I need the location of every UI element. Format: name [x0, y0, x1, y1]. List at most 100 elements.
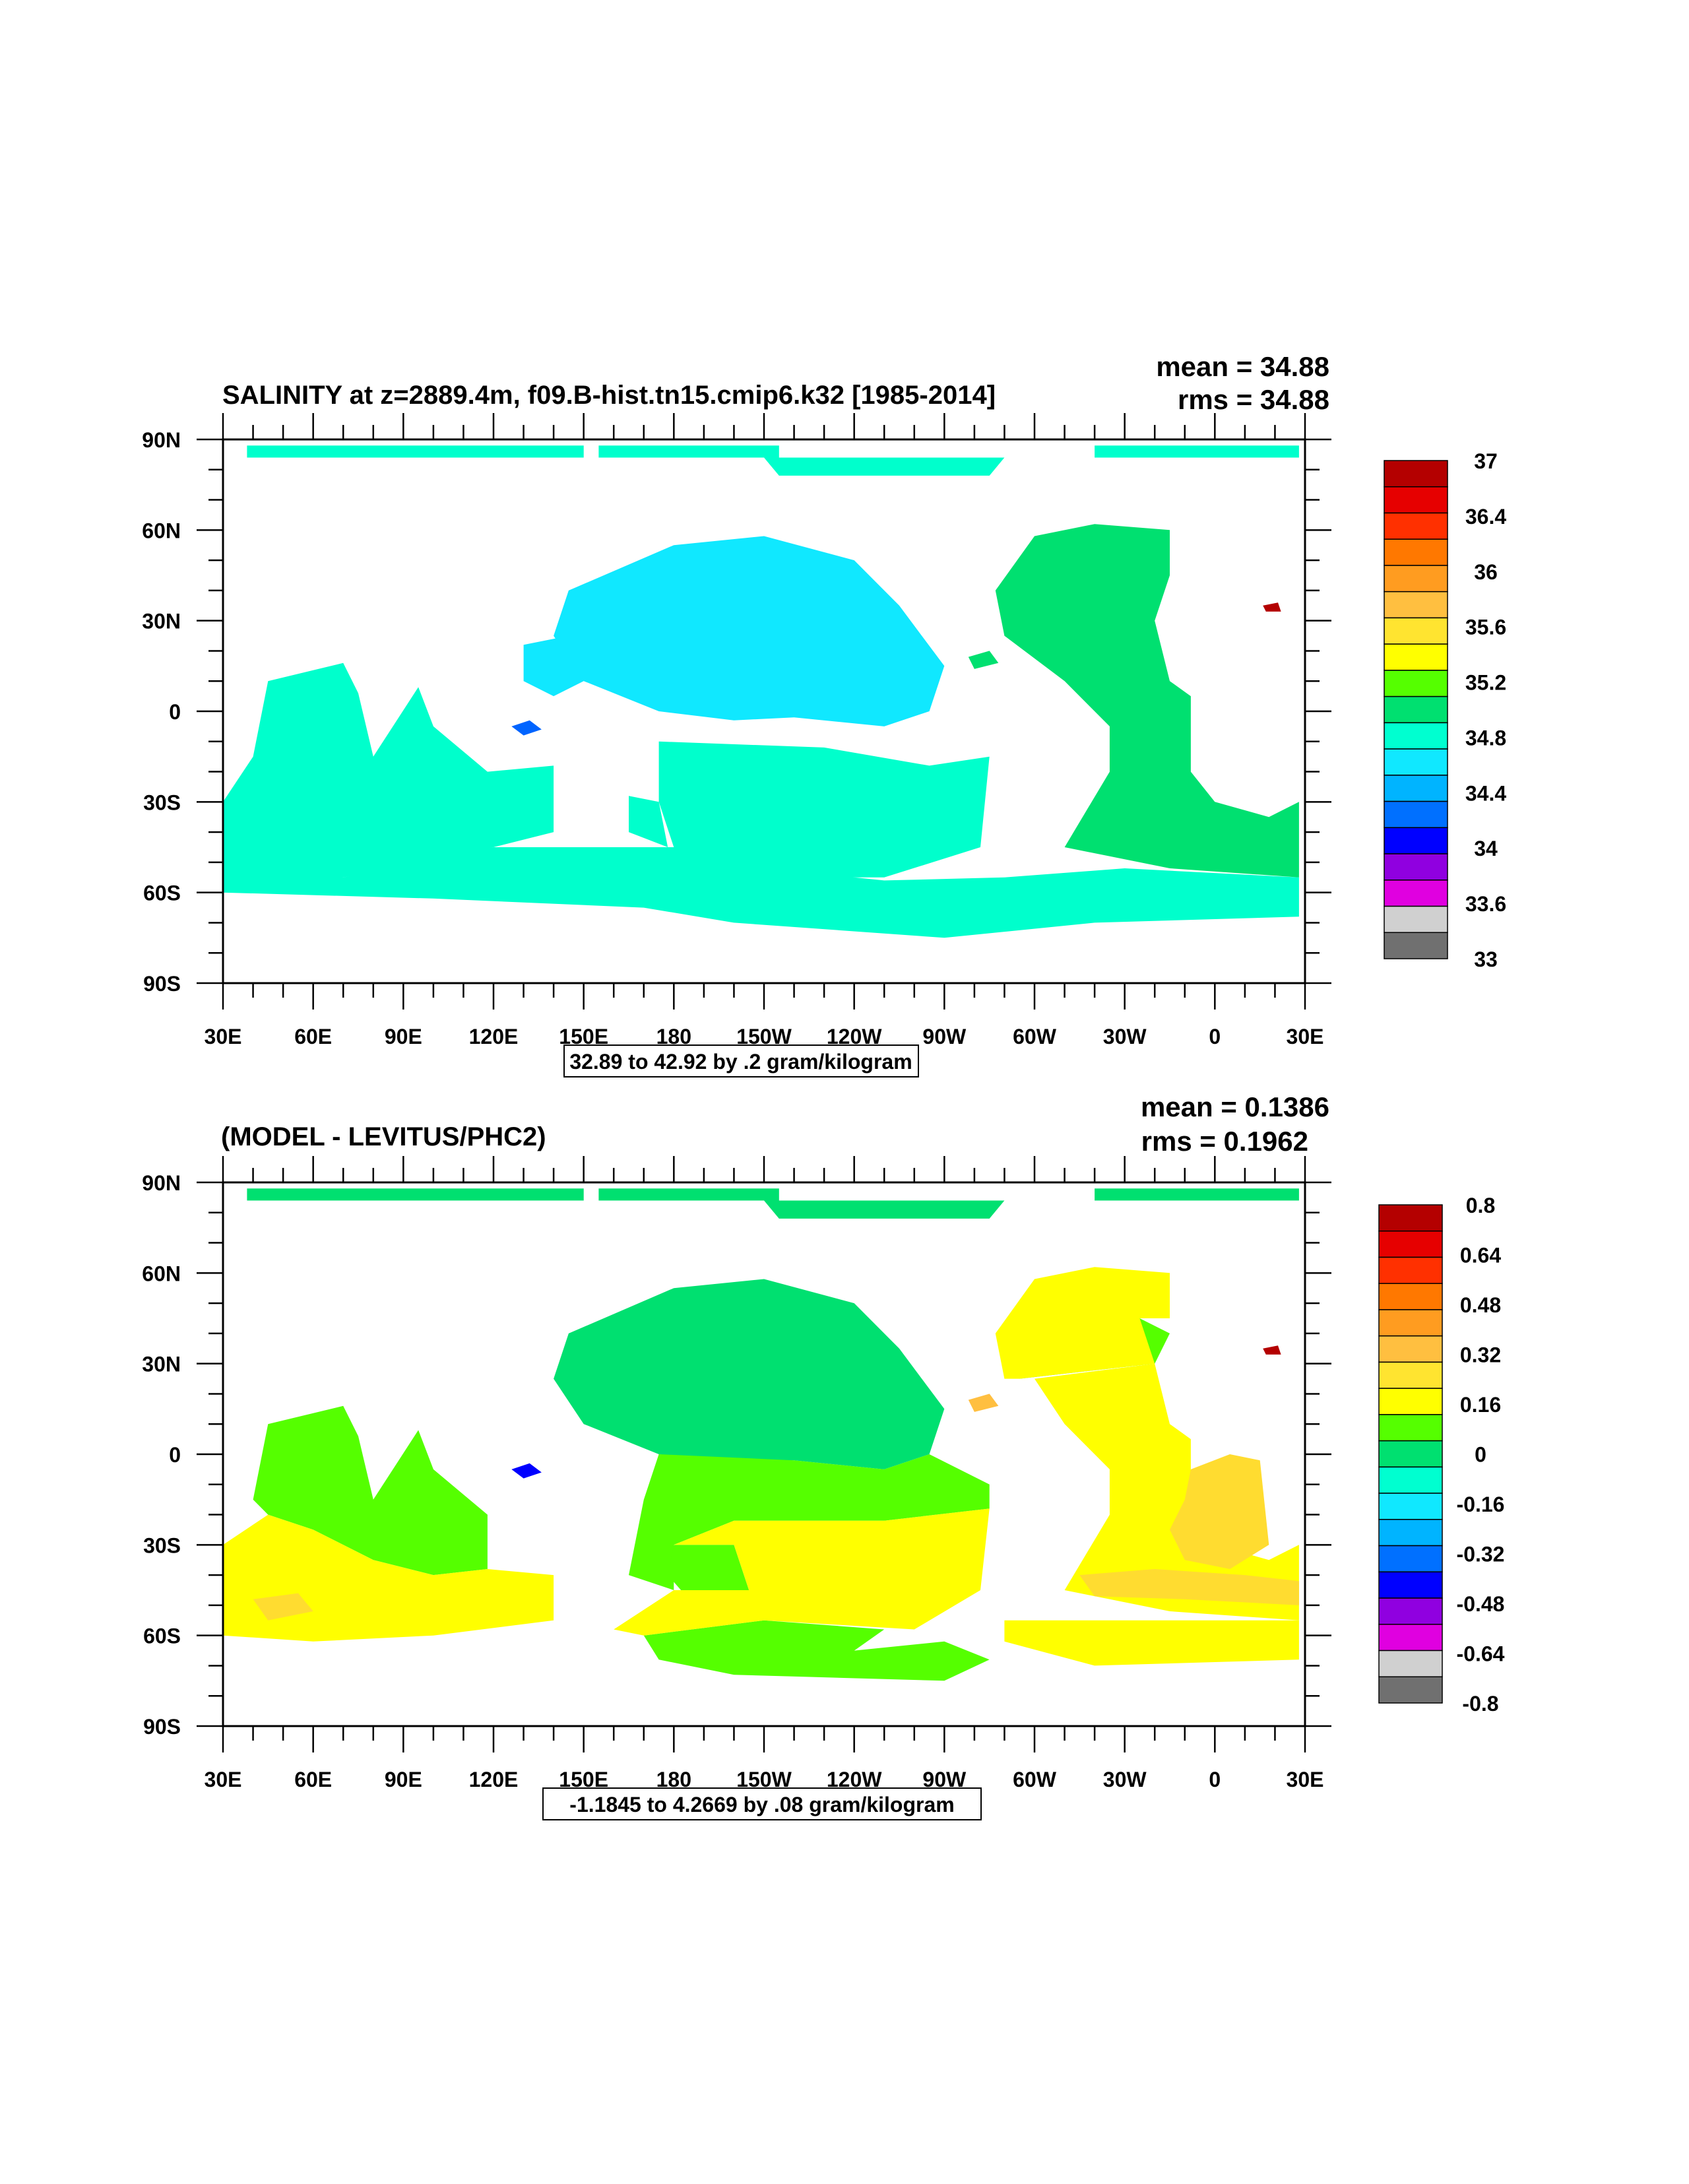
field-region-0 [247, 1188, 584, 1201]
x-tick-label: 90W [922, 1025, 967, 1048]
field-region-17 [253, 1593, 313, 1621]
latitude-axis: 90N 60N 30N 0 30S 60S 90S [142, 428, 1331, 996]
field-region-4 [223, 662, 554, 893]
field-region-2 [1095, 1188, 1299, 1201]
colorbar-bin [1384, 538, 1448, 566]
colorbar-bin [1378, 1230, 1443, 1258]
colorbar-bin [1384, 512, 1448, 540]
colorbar-label: 33.6 [1465, 892, 1506, 916]
colorbar-bin [1384, 800, 1448, 829]
colorbar-bin [1378, 1571, 1443, 1599]
field-region-7 [668, 1545, 749, 1599]
colorbar-bin [1378, 1545, 1443, 1573]
y-tick-label: 90S [143, 972, 181, 996]
colorbar-bin [1384, 722, 1448, 750]
contour-info: -1.1845 to 4.2669 by .08 gram/kilogram [569, 1793, 954, 1816]
colorbar-bin [1384, 695, 1448, 724]
colorbar-label: -0.16 [1457, 1493, 1505, 1516]
field-region-20 [1263, 1345, 1281, 1355]
rms-label: rms = 0.1962 [1141, 1126, 1308, 1157]
difference-colorbar: 0.8 0.64 0.48 0.32 0.16 0 -0.16 -0.32 -0.48 -0.64… [1378, 1194, 1505, 1716]
field-region-11 [968, 651, 999, 669]
y-tick-label: 60N [142, 1262, 181, 1285]
latitude-axis: 90N 60N 30N 0 30S 60S 90S [142, 1171, 1331, 1739]
field-region-9 [523, 635, 584, 697]
colorbar-label: 34.4 [1465, 781, 1506, 805]
colorbar-label: 0.48 [1460, 1293, 1501, 1317]
colorbar-label: 0.8 [1466, 1194, 1495, 1217]
field-region-12 [995, 1267, 1170, 1379]
colorbar-label: 35.2 [1465, 671, 1506, 695]
salinity-colorbar: 37 36.4 36 35.6 35.2 34.8 34.4 34 33.6 33 [1384, 449, 1506, 971]
colorbar-label: 0.32 [1460, 1343, 1501, 1367]
x-tick-label: 90E [385, 1768, 422, 1791]
colorbar-bin [1378, 1335, 1443, 1363]
colorbar-bin [1384, 932, 1448, 959]
y-tick-label: 30N [142, 1353, 181, 1376]
x-tick-label: 30E [1287, 1768, 1324, 1791]
colorbar-label: 34.8 [1465, 726, 1506, 750]
x-tick-label: 30E [205, 1025, 242, 1048]
y-tick-label: 30S [143, 790, 181, 814]
field-region-2 [1095, 445, 1299, 458]
field-region-8 [643, 1620, 990, 1681]
contour-info: 32.89 to 42.92 by .2 gram/kilogram [569, 1050, 912, 1074]
x-tick-label: 30W [1103, 1768, 1147, 1791]
colorbar-bin [1384, 565, 1448, 593]
colorbar-bin [1384, 880, 1448, 907]
field-region-11 [614, 1508, 990, 1636]
colorbar-bin [1378, 1256, 1443, 1284]
colorbar-bin [1378, 1283, 1443, 1310]
y-tick-label: 0 [169, 1443, 181, 1467]
x-tick-label: 0 [1209, 1768, 1221, 1791]
salinity-panel: SALINITY at z=2889.4m, f09.B-hist.tn15.c… [142, 351, 1506, 1077]
colorbar-bin [1378, 1388, 1443, 1415]
difference-panel: (MODEL - LEVITUS/PHC2) mean = 0.1386 rms… [142, 1091, 1505, 1820]
colorbar-bin [1384, 643, 1448, 671]
field-region-16 [1079, 1569, 1299, 1605]
y-tick-label: 30S [143, 1533, 181, 1557]
field-region-10 [995, 524, 1299, 878]
colorbar-bin [1378, 1493, 1443, 1520]
colorbar-label: 0.16 [1460, 1393, 1501, 1417]
colorbar-label: 36.4 [1465, 505, 1506, 529]
colorbar-bin [1378, 1624, 1443, 1652]
mean-label: mean = 34.88 [1156, 351, 1329, 382]
colorbar-bin [1384, 748, 1448, 776]
y-tick-label: 90N [142, 1171, 181, 1195]
field-region-7 [629, 796, 668, 847]
panel-title: SALINITY at z=2889.4m, f09.B-hist.tn15.c… [222, 381, 996, 410]
colorbar-bin [1384, 905, 1448, 934]
colorbar-bin [1384, 827, 1448, 854]
colorbar-bin [1378, 1519, 1443, 1547]
colorbar-label: -0.32 [1457, 1543, 1505, 1566]
colorbar-bin [1378, 1309, 1443, 1337]
contour-info-box [563, 1044, 919, 1077]
colorbar-bin [1378, 1676, 1443, 1704]
y-tick-label: 60N [142, 519, 181, 542]
colorbar-bin [1378, 1414, 1443, 1442]
field-region-4 [554, 1279, 945, 1469]
field-region-8 [554, 536, 945, 726]
x-tick-label: 60E [294, 1768, 332, 1791]
colorbar-label: 0 [1475, 1443, 1486, 1467]
colorbar-bin [1384, 670, 1448, 697]
contour-info-box [542, 1787, 982, 1820]
difference-field [223, 1182, 1305, 1726]
mean-label: mean = 0.1386 [1141, 1091, 1329, 1122]
panel-title: (MODEL - LEVITUS/PHC2) [221, 1122, 546, 1151]
field-region-18 [968, 1394, 999, 1412]
y-tick-label: 90N [142, 428, 181, 452]
colorbar-bin [1378, 1597, 1443, 1625]
y-tick-label: 60S [143, 1624, 181, 1648]
colorbar-bin [1378, 1361, 1443, 1389]
y-tick-label: 90S [143, 1715, 181, 1739]
colorbar-label: 34 [1474, 837, 1498, 860]
colorbar-bin [1384, 460, 1448, 488]
colorbar-label: 0.64 [1460, 1244, 1501, 1268]
colorbar-bin [1384, 853, 1448, 881]
y-tick-label: 30N [142, 610, 181, 633]
colorbar-label: -0.8 [1462, 1692, 1498, 1716]
field-region-3 [764, 1200, 1005, 1219]
